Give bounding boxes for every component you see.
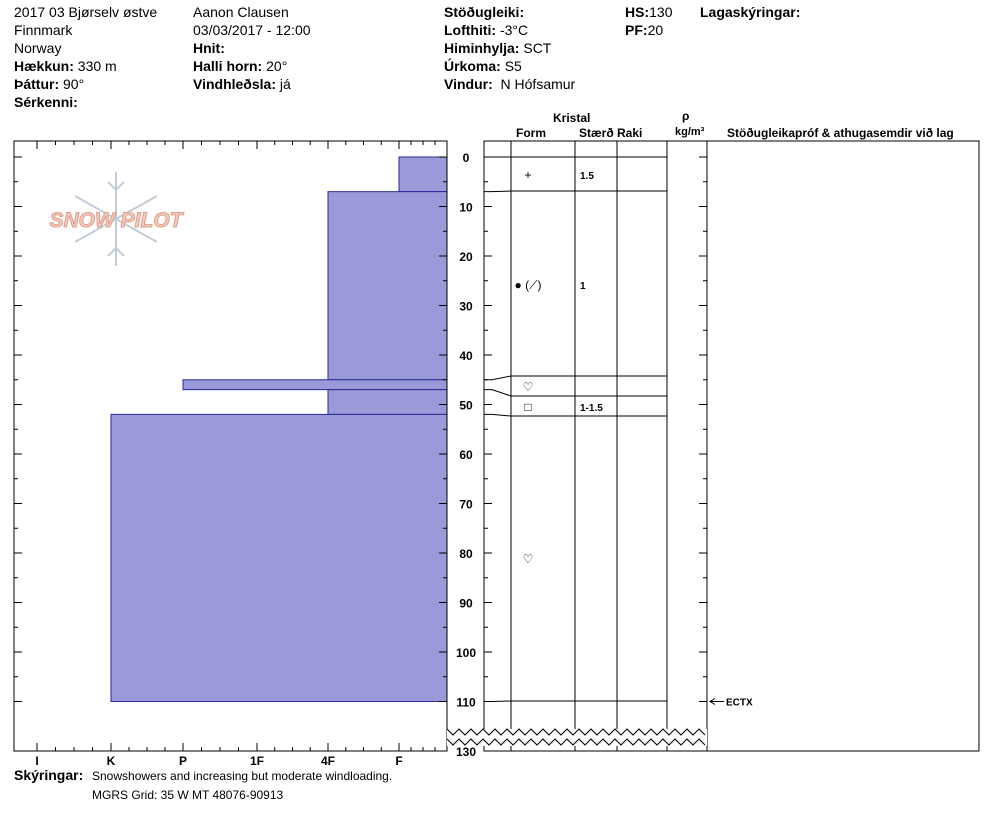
hardness-plot-frame	[13, 140, 448, 752]
sky-value: SCT	[523, 40, 552, 56]
crystal-size: 1	[580, 281, 586, 292]
depth-connector	[484, 190, 512, 193]
aspect-value: 90°	[63, 76, 85, 92]
sky-label: Himinhylja:	[444, 40, 520, 56]
hardness-tick-label: I	[35, 754, 38, 768]
depth-tick-label: 20	[459, 250, 473, 264]
snow-height: HS:130	[625, 3, 672, 21]
hardness-tick-label: 4F	[321, 754, 335, 768]
crystal-header: Kristal	[553, 111, 591, 125]
depth-tick-label: 90	[459, 597, 473, 611]
sky-cover: Himinhylja: SCT	[444, 39, 551, 57]
elevation-label: Hækkun:	[14, 58, 74, 74]
moisture-header: Raki	[617, 126, 643, 140]
aspect: Þáttur: 90°	[14, 75, 84, 93]
depth-tick-label: 100	[456, 646, 476, 660]
crystal-form-symbol: ♡	[523, 552, 534, 566]
crystal-size: 1.5	[580, 171, 594, 182]
depth-tick-label: 30	[459, 300, 473, 314]
depth-tick-label: 70	[459, 498, 473, 512]
elevation-value: 330 m	[77, 58, 117, 74]
wind-loading-label: Vindhleðsla:	[193, 76, 276, 92]
wind-loading-value: já	[279, 76, 291, 92]
hardness-bar-4	[110, 413, 448, 702]
crystal-size: 1-1.5	[580, 403, 603, 414]
depth-tick-label: 40	[459, 349, 473, 363]
hs-value: 130	[649, 4, 673, 20]
depth-connector	[484, 375, 512, 381]
hardness-tick-label: K	[107, 754, 116, 768]
wind-label: Vindur:	[444, 76, 493, 92]
crystal-form-symbol: ● (⟋)	[515, 278, 542, 292]
pf-label: PF:	[625, 22, 648, 38]
notes-label: Skýringar:	[14, 767, 84, 783]
precipitation: Úrkoma: S5	[444, 57, 522, 75]
region: Finnmark	[14, 22, 73, 38]
depth-tick-label: 110	[456, 696, 476, 710]
depth-connector	[484, 700, 512, 702]
features-label: Sérkenni:	[14, 94, 78, 110]
test-arrowhead	[709, 698, 716, 705]
air-temp-label: Lofthiti:	[444, 22, 497, 38]
crystal-form-symbol: ♡	[523, 380, 534, 394]
wind-loading: Vindhleðsla: já	[193, 75, 291, 93]
slope-label: Halli horn:	[193, 58, 263, 74]
crystal-form-symbol: +	[524, 168, 531, 182]
depth-tick-label: 10	[459, 201, 473, 215]
depth-tick-label: 60	[459, 448, 473, 462]
coords-label: Hnit:	[193, 40, 225, 56]
hardness-bar-0	[398, 156, 448, 193]
layers-notes-label: Lagaskýringar:	[700, 4, 801, 20]
depth-tick-label: 0	[463, 151, 470, 165]
hardness-tick-label: 1F	[250, 754, 264, 768]
stability-label: Stöðugleiki:	[444, 4, 525, 20]
aspect-label: Þáttur:	[14, 76, 60, 92]
hardness-bar-1	[327, 191, 448, 381]
hardness-bar-3	[327, 389, 448, 415]
hardness-bar-2	[182, 379, 448, 391]
depth-tick-label: 50	[459, 399, 473, 413]
depth-connector	[484, 389, 512, 397]
hardness-tick-label: P	[179, 754, 187, 768]
crystal-form-symbol: □	[524, 400, 531, 414]
scale-break-line	[446, 738, 706, 746]
depth-tick-label: 130	[456, 745, 476, 759]
observer: Aanon Clausen	[193, 4, 289, 20]
wind-value: N Hófsamur	[500, 76, 576, 92]
logo-text: SNOW PILOT	[50, 209, 185, 232]
location-name: 2017 03 Bjørselv østve	[14, 4, 158, 20]
tests-header: Stöðugleikapróf & athugasemdir við lag	[727, 126, 954, 140]
precip-value: S5	[504, 58, 522, 74]
density-symbol: ρ	[682, 109, 690, 123]
depth-tick-label: 80	[459, 547, 473, 561]
snowflake-icon	[74, 172, 158, 266]
depth-connector	[484, 413, 512, 417]
air-temp-value: -3°C	[499, 22, 529, 38]
snowpilot-logo: SNOW PILOT	[49, 172, 185, 266]
form-header: Form	[516, 126, 546, 140]
observation-datetime: 03/03/2017 - 12:00	[193, 22, 311, 38]
wind: Vindur: N Hófsamur	[444, 75, 575, 93]
precip-label: Úrkoma:	[444, 58, 501, 74]
test-result-label: ECTX	[726, 698, 753, 709]
scale-break-line	[446, 728, 706, 736]
notes-text: Snowshowers and increasing but moderate …	[92, 769, 393, 783]
penetration: PF:20	[625, 21, 663, 39]
mgrs-grid: MGRS Grid: 35 W MT 48076-90913	[92, 788, 284, 802]
slope-angle: Halli horn: 20°	[193, 57, 287, 75]
pf-value: 20	[647, 22, 664, 38]
size-header: Stærð	[579, 126, 614, 140]
hs-label: HS:	[625, 4, 650, 20]
country: Norway	[14, 40, 62, 56]
density-unit: kg/m³	[675, 126, 705, 138]
air-temp: Lofthiti: -3°C	[444, 21, 528, 39]
slope-value: 20°	[266, 58, 288, 74]
elevation: Hækkun: 330 m	[14, 57, 117, 75]
hardness-tick-label: F	[395, 754, 402, 768]
layer-table-frame	[483, 140, 980, 752]
